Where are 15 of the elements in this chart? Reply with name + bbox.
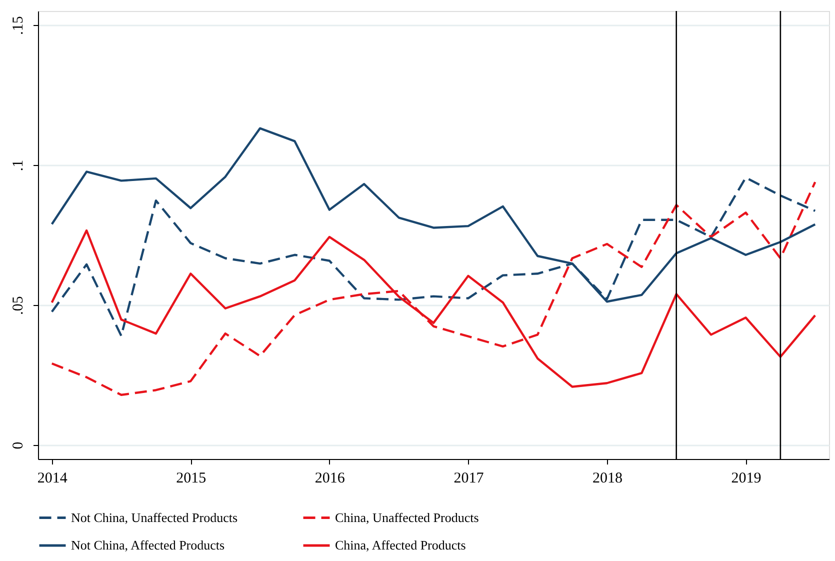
x-tick-label: 2015 <box>176 470 206 486</box>
legend-label: Not China, Affected Products <box>71 538 225 552</box>
y-tick-label: 0 <box>10 442 26 450</box>
y-tick-label: .15 <box>10 16 26 35</box>
line-series <box>50 180 816 396</box>
y-tick-label: .1 <box>10 160 26 172</box>
legend-label: China, Unaffected Products <box>335 510 479 525</box>
x-tick-label: 2019 <box>731 470 762 486</box>
x-tick-label: 2017 <box>454 470 484 486</box>
x-tick-label: 2014 <box>37 470 68 486</box>
x-tick-label: 2016 <box>314 470 346 486</box>
x-tick-label: 2018 <box>592 470 622 486</box>
y-tick-label: .05 <box>10 296 26 315</box>
legend-label: China, Affected Products <box>335 538 466 552</box>
legend-label: Not China, Unaffected Products <box>71 510 238 525</box>
